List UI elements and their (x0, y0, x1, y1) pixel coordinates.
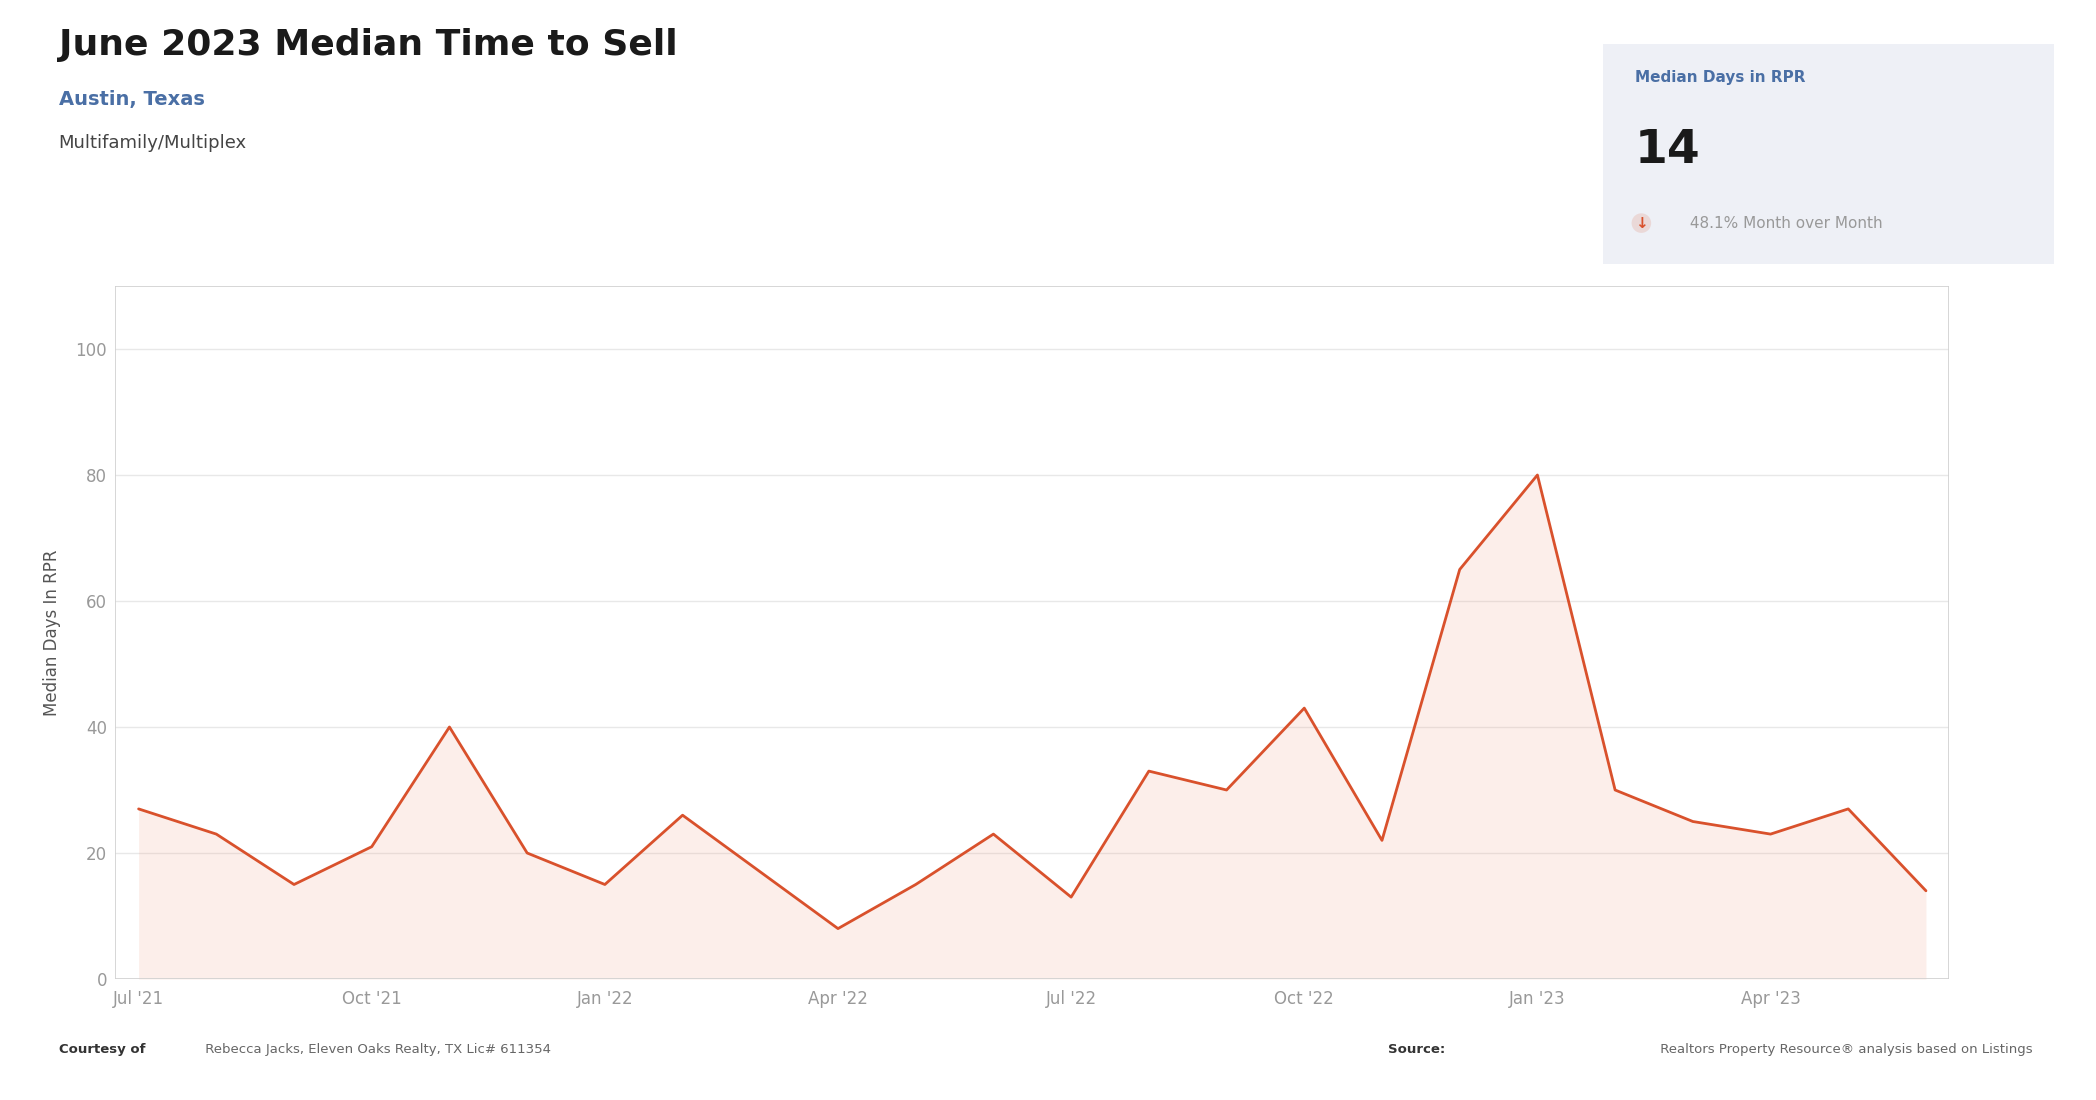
Text: Multifamily/Multiplex: Multifamily/Multiplex (59, 134, 247, 152)
Text: June 2023 Median Time to Sell: June 2023 Median Time to Sell (59, 28, 677, 62)
Text: 48.1% Month over Month: 48.1% Month over Month (1685, 216, 1882, 231)
Text: Median Days in RPR: Median Days in RPR (1635, 70, 1805, 86)
Text: Courtesy of: Courtesy of (59, 1043, 145, 1056)
Text: Austin, Texas: Austin, Texas (59, 90, 205, 109)
Bar (115, 286, 1949, 979)
Text: 14: 14 (1635, 128, 1700, 173)
Text: Source:: Source: (1388, 1043, 1444, 1056)
Text: Realtors Property Resource® analysis based on Listings: Realtors Property Resource® analysis bas… (1656, 1043, 2033, 1056)
Text: ↓: ↓ (1635, 216, 1647, 231)
Text: Rebecca Jacks, Eleven Oaks Realty, TX Lic# 611354: Rebecca Jacks, Eleven Oaks Realty, TX Li… (201, 1043, 551, 1056)
Y-axis label: Median Days In RPR: Median Days In RPR (44, 549, 61, 716)
